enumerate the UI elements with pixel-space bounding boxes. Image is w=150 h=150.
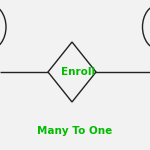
Polygon shape bbox=[48, 42, 96, 102]
Ellipse shape bbox=[142, 4, 150, 50]
Ellipse shape bbox=[0, 4, 6, 50]
Text: Many To One: Many To One bbox=[37, 126, 113, 135]
Text: Enroll: Enroll bbox=[61, 67, 95, 77]
